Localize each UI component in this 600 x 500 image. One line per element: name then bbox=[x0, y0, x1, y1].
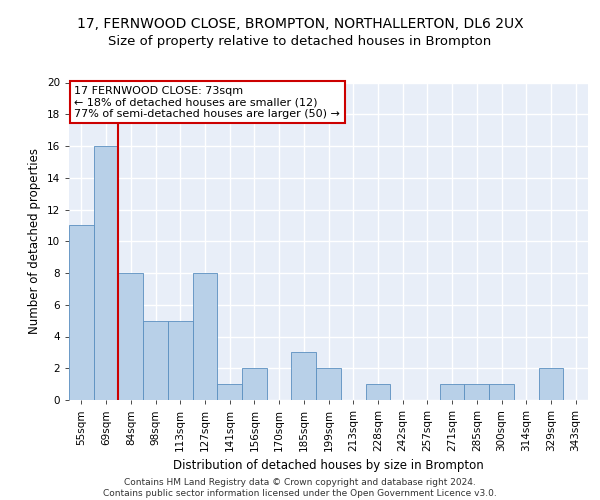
Text: 17, FERNWOOD CLOSE, BROMPTON, NORTHALLERTON, DL6 2UX: 17, FERNWOOD CLOSE, BROMPTON, NORTHALLER… bbox=[77, 18, 523, 32]
Bar bbox=[539, 368, 563, 400]
Bar bbox=[143, 320, 168, 400]
Bar bbox=[94, 146, 118, 400]
Bar bbox=[365, 384, 390, 400]
Text: Size of property relative to detached houses in Brompton: Size of property relative to detached ho… bbox=[109, 35, 491, 48]
Text: 17 FERNWOOD CLOSE: 73sqm
← 18% of detached houses are smaller (12)
77% of semi-d: 17 FERNWOOD CLOSE: 73sqm ← 18% of detach… bbox=[74, 86, 340, 119]
X-axis label: Distribution of detached houses by size in Brompton: Distribution of detached houses by size … bbox=[173, 460, 484, 472]
Bar bbox=[193, 273, 217, 400]
Bar bbox=[168, 320, 193, 400]
Bar bbox=[440, 384, 464, 400]
Bar bbox=[217, 384, 242, 400]
Bar bbox=[489, 384, 514, 400]
Y-axis label: Number of detached properties: Number of detached properties bbox=[28, 148, 41, 334]
Bar bbox=[292, 352, 316, 400]
Bar bbox=[118, 273, 143, 400]
Bar bbox=[316, 368, 341, 400]
Bar bbox=[464, 384, 489, 400]
Text: Contains HM Land Registry data © Crown copyright and database right 2024.
Contai: Contains HM Land Registry data © Crown c… bbox=[103, 478, 497, 498]
Bar bbox=[69, 226, 94, 400]
Bar bbox=[242, 368, 267, 400]
